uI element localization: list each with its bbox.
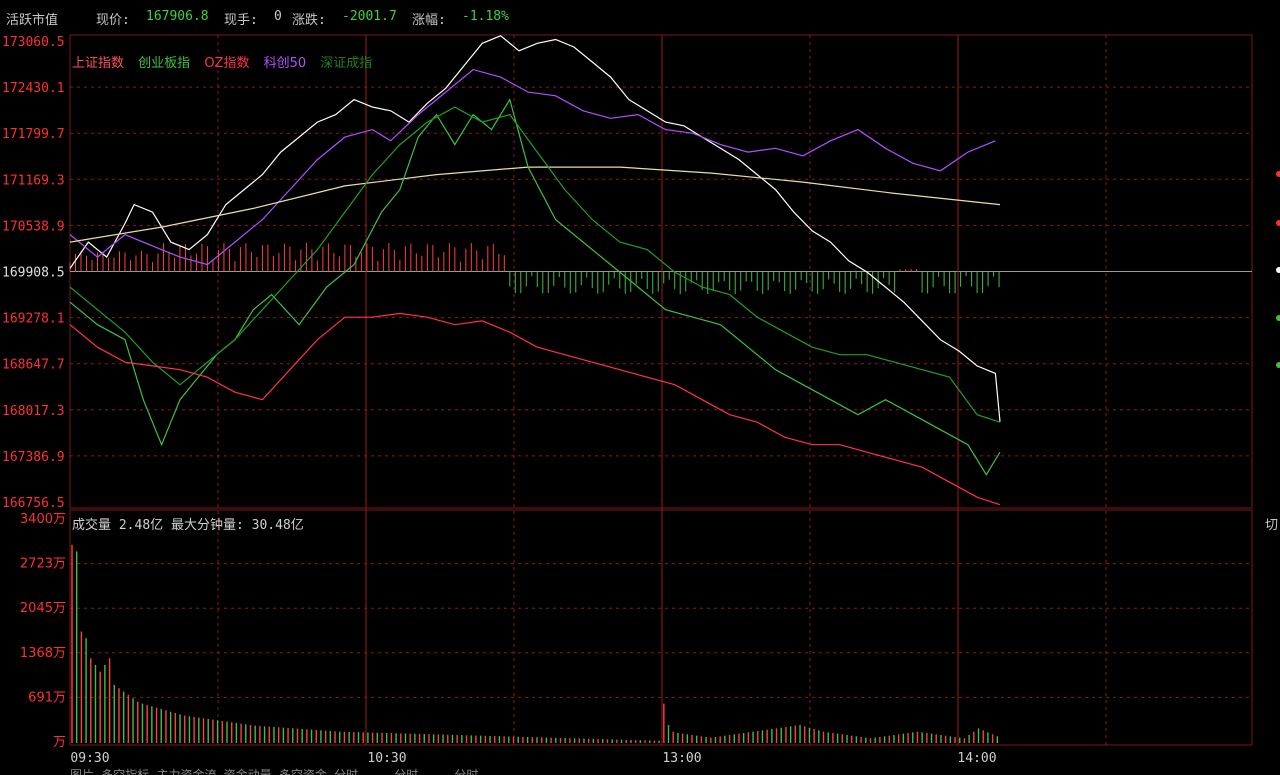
right-edge-marker	[1276, 362, 1280, 368]
hand-label: 现手:	[224, 13, 258, 28]
price-tick-label: 168017.3	[2, 404, 65, 419]
volume-label: 成交量	[72, 518, 112, 533]
change-value: -2001.7	[342, 9, 397, 24]
right-edge-marker	[1276, 267, 1280, 273]
volume-tick-label: 万	[53, 735, 66, 750]
volume-tick-label: 691万	[28, 690, 66, 705]
legend-sh: 上证指数	[72, 56, 125, 71]
right-edge-marker	[1276, 171, 1280, 177]
time-tick-label: 14:00	[957, 751, 996, 766]
hand-value: 0	[274, 9, 282, 24]
legend-cyb: 创业板指	[138, 56, 191, 71]
quote-header: 活跃市值 现价: 167906.8 现手: 0 涨跌: -2001.7 涨幅: …	[0, 0, 1280, 32]
chart-legend: 上证指数 创业板指 OZ指数 科创50 深证成指	[72, 52, 382, 71]
volume-tick-label: 2723万	[20, 557, 66, 572]
switch-button[interactable]: 切	[1264, 518, 1278, 533]
price-label: 现价:	[96, 13, 130, 28]
right-edge-marker	[1276, 315, 1280, 321]
price-tick-label: 171799.7	[2, 127, 65, 142]
volume-tick-label: 2045万	[20, 601, 66, 616]
series-line-sz	[69, 106, 1001, 423]
time-tick-label: 13:00	[662, 751, 701, 766]
pct-label: 涨幅:	[412, 13, 446, 28]
legend-sz: 深证成指	[320, 56, 373, 71]
price-tick-label: 170538.9	[2, 219, 65, 234]
price-tick-label: 167386.9	[2, 450, 65, 465]
volume-info: 成交量 2.48亿 最大分钟量: 30.48亿	[72, 514, 304, 533]
volume-pane-frame	[69, 509, 1253, 746]
price-value: 167906.8	[146, 9, 209, 24]
price-tick-label: 173060.5	[2, 35, 65, 50]
time-tick-label: 09:30	[70, 751, 109, 766]
price-tick-label: 169908.5	[2, 266, 65, 281]
price-tick-label: 169278.1	[2, 312, 65, 327]
price-tick-label: 172430.1	[2, 81, 65, 96]
price-tick-label: 171169.3	[2, 173, 65, 188]
footer-toolbar[interactable]: 图片 多空指标 主力资金流 资金动量 多空资金 分时 ... 分时 ... 分时	[70, 768, 479, 775]
pct-value: -1.18%	[462, 9, 509, 24]
max-volume-value: 30.48亿	[251, 518, 304, 533]
max-volume-label: 最大分钟量:	[170, 518, 244, 533]
legend-kc50: 科创50	[263, 56, 307, 71]
price-tick-label: 166756.5	[2, 496, 65, 511]
series-line-main	[69, 35, 1001, 422]
time-tick-label: 10:30	[367, 751, 406, 766]
instrument-title: 活跃市值	[6, 13, 59, 28]
legend-oz: OZ指数	[204, 56, 250, 71]
price-tick-label: 168647.7	[2, 358, 65, 373]
volume-value: 2.48亿	[118, 518, 164, 533]
series-line-kc50	[69, 68, 996, 266]
change-label: 涨跌:	[292, 13, 326, 28]
volume-tick-label: 3400万	[20, 512, 66, 527]
right-edge-marker	[1276, 220, 1280, 226]
volume-tick-label: 1368万	[20, 646, 66, 661]
series-line-oz	[69, 312, 1001, 506]
series-line-cyb	[69, 98, 1001, 476]
